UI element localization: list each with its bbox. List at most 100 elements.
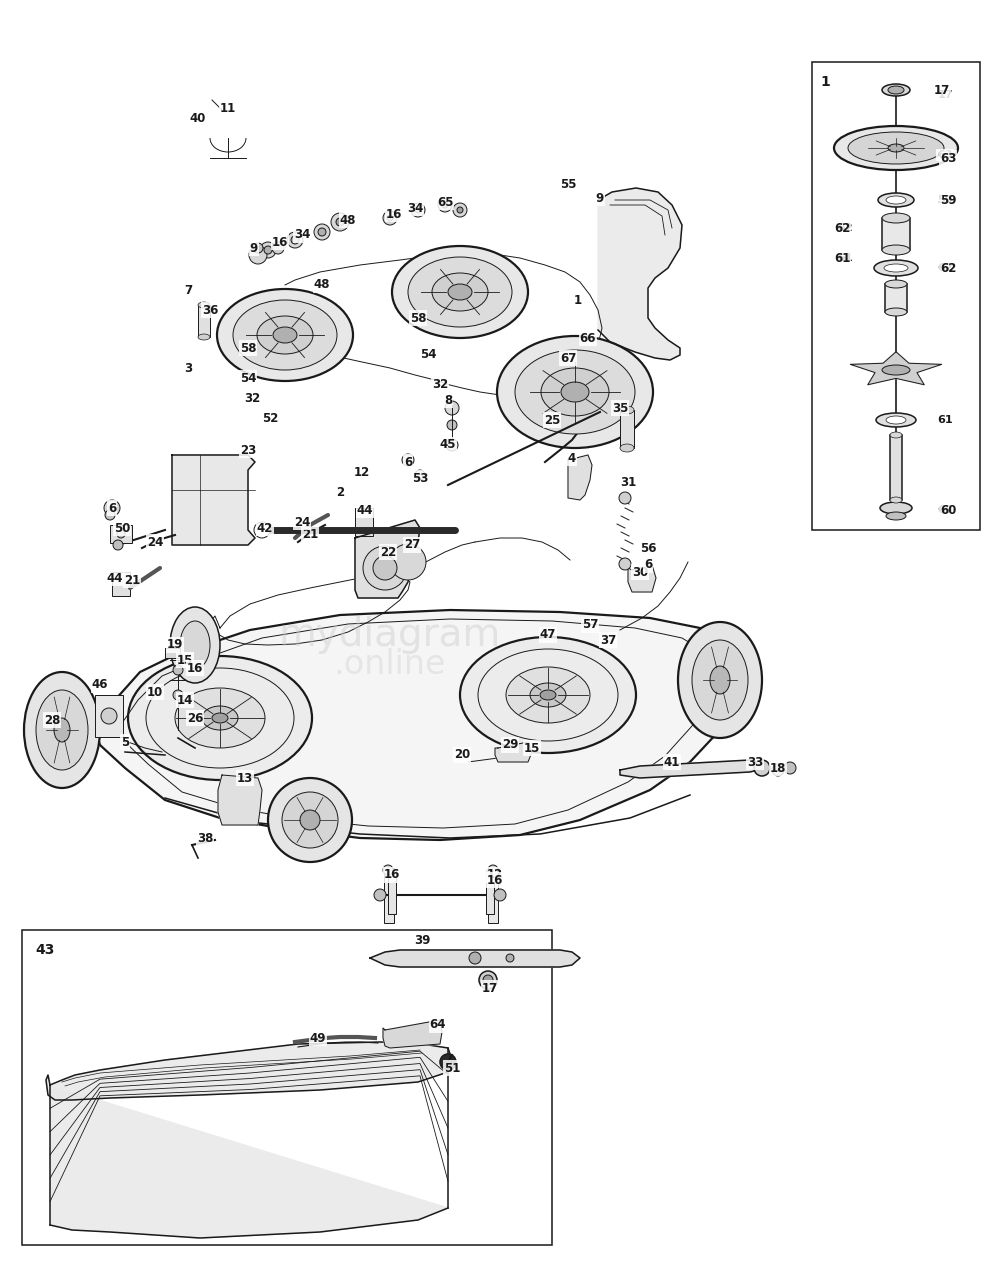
Text: 47: 47 [540,628,556,641]
Polygon shape [568,454,592,500]
Ellipse shape [54,718,70,742]
Text: 17: 17 [938,90,952,100]
Text: 3: 3 [184,361,192,375]
Ellipse shape [170,607,220,684]
Bar [110,525,132,543]
Polygon shape [598,188,682,360]
Text: 6: 6 [644,558,652,571]
Text: 1: 1 [820,76,830,90]
Ellipse shape [876,413,916,428]
Polygon shape [495,742,532,762]
Circle shape [264,246,272,253]
Bar [486,870,494,914]
Text: 65: 65 [437,196,453,209]
Text: 9: 9 [250,242,258,255]
Polygon shape [620,760,762,778]
Text: 61: 61 [834,251,851,265]
Circle shape [619,558,631,570]
Text: 37: 37 [600,634,616,646]
Text: 1: 1 [574,293,583,306]
Text: 40: 40 [190,111,206,124]
Ellipse shape [886,512,906,520]
Text: 32: 32 [244,392,260,404]
Circle shape [318,228,326,236]
Bar [112,572,130,596]
Polygon shape [218,774,262,826]
Text: 44: 44 [107,571,124,585]
Ellipse shape [432,273,488,311]
Text: 17: 17 [934,83,950,96]
Ellipse shape [257,316,313,355]
Text: 59: 59 [940,193,956,206]
Text: 66: 66 [580,332,596,344]
Circle shape [113,540,123,550]
Circle shape [438,198,452,212]
Text: 62: 62 [940,261,956,274]
Text: 42: 42 [257,521,273,535]
Text: 38: 38 [197,832,214,845]
Ellipse shape [448,284,472,300]
Circle shape [619,492,631,504]
Circle shape [253,243,263,253]
Ellipse shape [541,369,609,416]
Text: 18: 18 [769,762,786,774]
Text: 60: 60 [940,503,956,517]
Text: 64: 64 [430,1019,446,1032]
Circle shape [440,1053,456,1070]
Bar [22,931,552,1245]
Circle shape [363,547,407,590]
Circle shape [445,401,459,415]
Circle shape [272,242,284,253]
Polygon shape [628,564,656,591]
Ellipse shape [880,502,912,515]
Text: 48: 48 [340,214,356,227]
Circle shape [383,211,397,225]
Text: 12: 12 [487,869,503,882]
Circle shape [479,972,497,989]
Circle shape [117,530,125,538]
Text: 21: 21 [124,573,140,586]
Circle shape [331,212,349,230]
Circle shape [772,764,784,776]
Ellipse shape [888,143,904,152]
Text: 61: 61 [837,253,853,262]
Bar [388,870,396,914]
Text: 62: 62 [837,223,853,233]
Text: 52: 52 [262,411,278,425]
Text: 14: 14 [177,694,193,707]
Text: 46: 46 [92,678,108,691]
Text: 60: 60 [938,506,952,515]
Bar [198,305,210,337]
Circle shape [374,890,386,901]
Text: 61: 61 [938,415,952,425]
Text: 58: 58 [239,342,256,355]
Text: 15: 15 [177,654,193,667]
Ellipse shape [128,655,312,780]
Text: 2: 2 [336,485,344,498]
Text: 12: 12 [354,466,370,479]
Text: 34: 34 [406,201,423,215]
Ellipse shape [506,667,590,723]
Text: 39: 39 [413,933,430,946]
Circle shape [260,242,276,259]
Text: 44: 44 [357,503,373,517]
Text: 58: 58 [409,311,426,325]
Text: 17: 17 [482,982,498,995]
Bar [355,508,373,536]
Text: 20: 20 [454,749,470,762]
Text: 16: 16 [386,207,403,220]
Text: 19: 19 [167,639,183,652]
Ellipse shape [233,300,337,370]
Ellipse shape [408,257,512,326]
Ellipse shape [886,196,906,204]
Text: 35: 35 [612,402,628,415]
Circle shape [336,218,344,227]
Text: 63: 63 [940,151,956,165]
Ellipse shape [882,84,910,96]
Ellipse shape [460,637,636,753]
Text: 21: 21 [302,529,318,541]
Text: 51: 51 [444,1061,460,1074]
Text: 22: 22 [380,545,397,558]
Bar [812,61,980,530]
Circle shape [488,865,498,876]
